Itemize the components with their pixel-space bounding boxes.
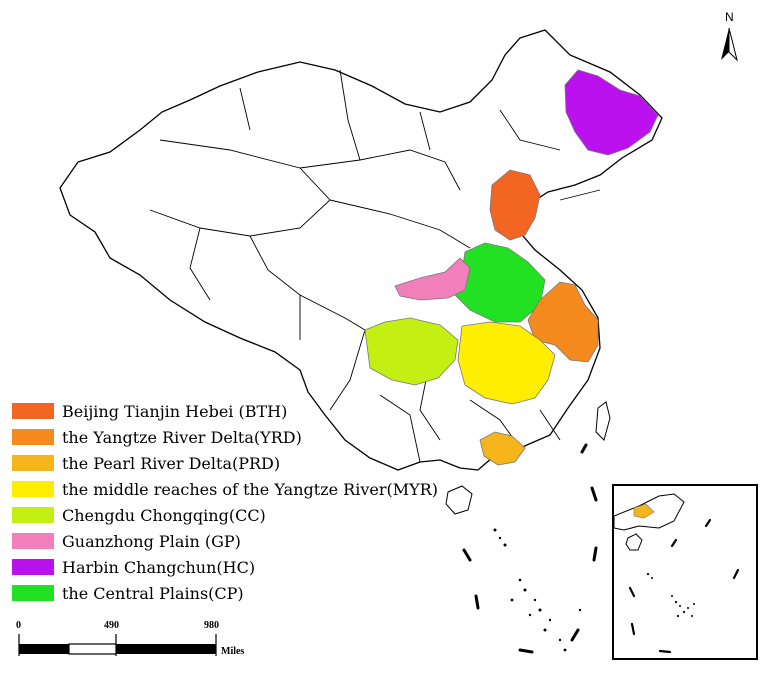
taiwan-island [595,401,611,441]
north-arrow-icon [721,27,738,62]
region-gp[interactable] [394,257,471,301]
province-borders [149,69,601,463]
legend-label: Guanzhong Plain (GP) [62,531,241,551]
legend-item: the Pearl River Delta(PRD) [12,450,442,476]
legend-swatch [12,585,54,601]
inset-map [612,484,758,660]
scale-tick-490: 490 [104,620,119,631]
north-label: N [725,10,734,24]
legend-label: Harbin Changchun(HC) [62,557,256,577]
inset-map-graphic [614,493,740,654]
legend: Beijing Tianjin Hebei (BTH) the Yangtze … [12,398,442,606]
legend-swatch [12,559,54,575]
dashed-boundary [462,443,598,654]
legend-item: the Central Plains(CP) [12,580,442,606]
south-sea-islands [493,528,582,652]
legend-item: the middle reaches of the Yangtze River(… [12,476,442,502]
legend-swatch [12,429,54,445]
legend-swatch [12,507,54,523]
legend-swatch [12,533,54,549]
legend-label: the Yangtze River Delta(YRD) [62,427,302,447]
legend-item: Guanzhong Plain (GP) [12,528,442,554]
legend-swatch [12,403,54,419]
north-arrow: N [715,10,743,66]
legend-label: the middle reaches of the Yangtze River(… [62,479,438,499]
legend-swatch [12,455,54,471]
hainan-island [445,485,473,515]
region-prd[interactable] [479,431,526,466]
legend-item: Chengdu Chongqing(CC) [12,502,442,528]
scale-unit: Miles [221,646,245,657]
scale-tick-0: 0 [16,620,21,631]
legend-swatch [12,481,54,497]
legend-label: Beijing Tianjin Hebei (BTH) [62,401,288,421]
legend-item: Harbin Changchun(HC) [12,554,442,580]
scale-bar-graphic [18,634,217,656]
legend-item: Beijing Tianjin Hebei (BTH) [12,398,442,424]
scale-bar: 0 490 980 Miles [16,620,256,665]
legend-item: the Yangtze River Delta(YRD) [12,424,442,450]
region-bth[interactable] [489,169,541,241]
legend-label: the Pearl River Delta(PRD) [62,453,281,473]
scale-tick-980: 980 [204,620,219,631]
legend-label: Chengdu Chongqing(CC) [62,505,266,525]
legend-label: the Central Plains(CP) [62,583,244,603]
region-cc[interactable] [364,317,459,386]
region-myr[interactable] [457,321,556,405]
region-hc[interactable] [564,69,659,156]
